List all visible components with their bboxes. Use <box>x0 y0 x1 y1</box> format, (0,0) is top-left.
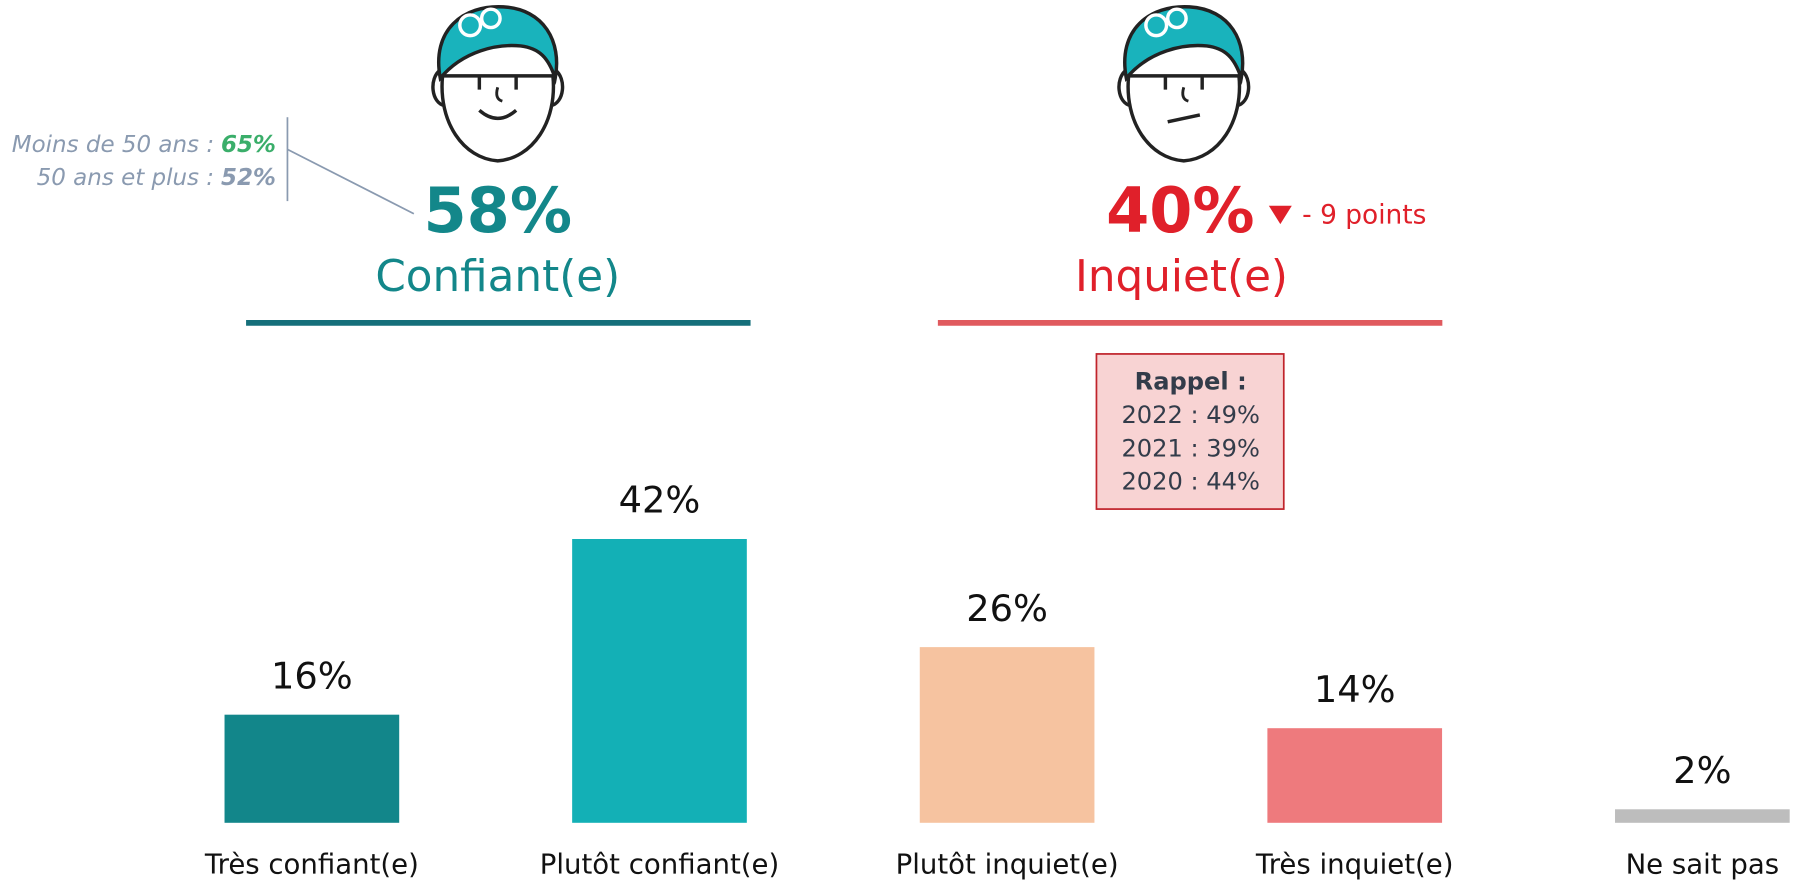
recall-row: 2022 : 49% <box>1121 401 1259 429</box>
category-label: Plutôt confiant(e) <box>540 847 779 880</box>
recall-row: 2020 : 44% <box>1121 468 1259 496</box>
category-label: Très inquiet(e) <box>1255 847 1454 880</box>
page: Moins de 50 ans : 65% 50 ans et plus : 52%… <box>0 0 1793 886</box>
category-label: Plutôt inquiet(e) <box>896 847 1119 880</box>
recall-row: 2021 : 39% <box>1121 434 1259 462</box>
age-value: 65% <box>221 131 276 157</box>
connector <box>287 149 413 213</box>
value-label: 26% <box>966 587 1048 630</box>
age-label: Moins de 50 ans : <box>12 131 214 157</box>
bar <box>1615 809 1790 823</box>
value-label: 16% <box>271 654 353 697</box>
age-label: 50 ans et plus : <box>37 165 214 191</box>
summary-value: 40% <box>1106 174 1255 247</box>
chart: Moins de 50 ans : 65% 50 ans et plus : 52%… <box>0 0 1793 886</box>
value-label: 42% <box>619 479 701 522</box>
summary-label: Inquiet(e) <box>1075 251 1288 302</box>
value-label: 2% <box>1673 749 1731 792</box>
category-label: Ne sait pas <box>1626 847 1780 880</box>
summary-label: Confiant(e) <box>375 251 620 302</box>
bar <box>920 647 1095 823</box>
worried-face <box>1119 7 1249 161</box>
category-label: Très confiant(e) <box>204 847 419 880</box>
value-label: 14% <box>1314 668 1396 711</box>
age-note: 50 ans et plus : 52% <box>37 165 276 191</box>
age-note: Moins de 50 ans : 65% <box>12 131 276 157</box>
bar <box>1267 728 1442 823</box>
change-label: - 9 points <box>1302 200 1426 231</box>
bar <box>572 539 747 823</box>
recall-title: Rappel : <box>1135 368 1247 396</box>
confident-face <box>433 7 563 161</box>
summary-value: 58% <box>423 174 572 247</box>
bar <box>225 715 400 823</box>
age-value: 52% <box>221 165 276 191</box>
down-arrow <box>1269 206 1292 224</box>
